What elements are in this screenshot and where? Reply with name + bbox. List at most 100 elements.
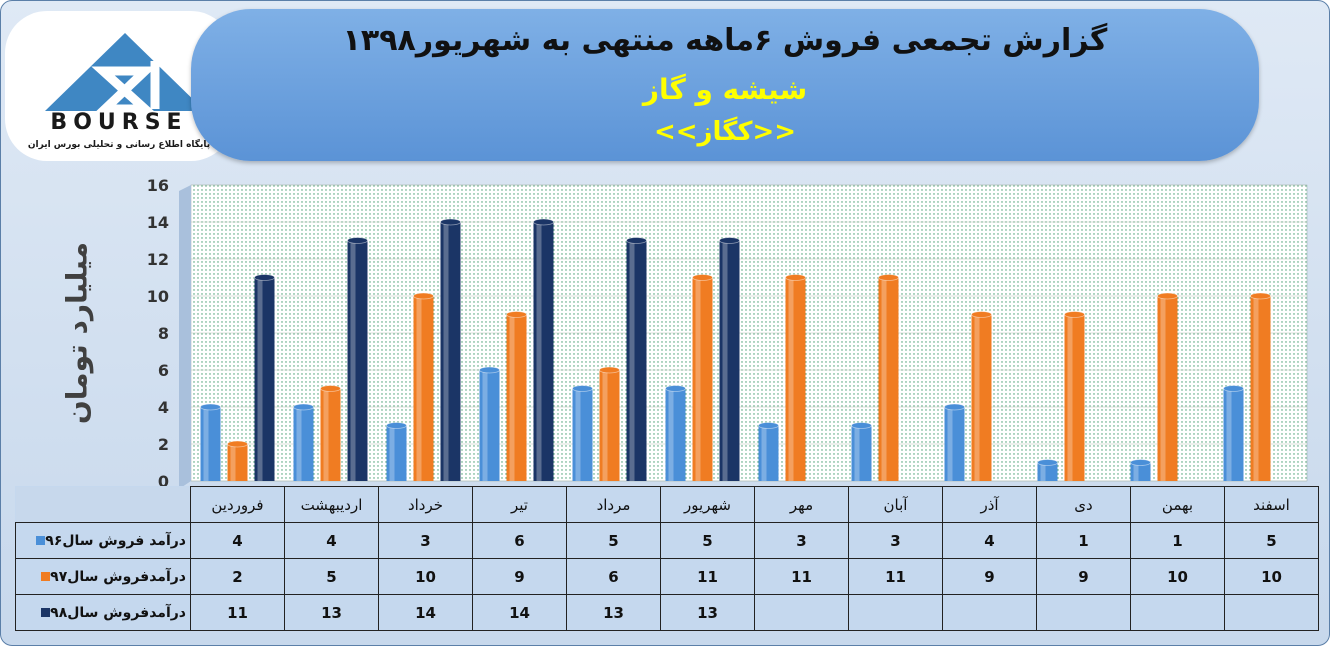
table-cell: 11: [848, 558, 943, 595]
table-cell: 11: [754, 558, 849, 595]
bar: [1223, 385, 1244, 481]
table-cell: 3: [378, 522, 473, 559]
x-tick-label: خرداد: [378, 486, 473, 523]
table-cell: 9: [1036, 558, 1131, 595]
table-cell: 9: [942, 558, 1037, 595]
bar: [572, 385, 593, 481]
table-cell: 3: [754, 522, 849, 559]
y-tick-label: 12: [147, 250, 169, 269]
table-cell: 4: [190, 522, 285, 559]
legend-entry: درآمد فروش سال۹۶: [15, 522, 191, 559]
bar: [293, 403, 314, 481]
table-cell: 14: [378, 594, 473, 631]
table-cell: [1036, 594, 1131, 631]
y-tick-label: 0: [158, 472, 169, 491]
table-cell: [848, 594, 943, 631]
table-cell: 10: [1130, 558, 1225, 595]
table-cell: [1130, 594, 1225, 631]
bar: [758, 422, 779, 481]
bar: [599, 366, 620, 481]
bar: [1157, 292, 1178, 481]
table-cell: 5: [660, 522, 755, 559]
table-cell: [942, 594, 1037, 631]
bar: [227, 440, 248, 481]
y-tick-label: 6: [158, 361, 169, 380]
y-tick-label: 16: [147, 176, 169, 195]
svg-text:BOURSE: BOURSE: [50, 110, 187, 135]
table-corner: [15, 486, 191, 523]
table-header-row: فروردین اردیبهشت خرداد تیر مرداد شهریور مهر آبا…: [15, 486, 1319, 523]
bar: [320, 385, 341, 481]
x-tick-label: اردیبهشت: [284, 486, 379, 523]
y-tick-label: 4: [158, 398, 169, 417]
legend-entry: درآمدفروش سال۹۸: [15, 594, 191, 631]
table-cell: 11: [660, 558, 755, 595]
table-cell: 1: [1036, 522, 1131, 559]
bar: [413, 292, 434, 481]
data-table: فروردین اردیبهشت خرداد تیر مرداد شهریور مهر آبا…: [15, 486, 1319, 631]
svg-text:پایگاه اطلاع رسانی و تحلیلی بو: پایگاه اطلاع رسانی و تحلیلی بورس ایران: [28, 138, 210, 150]
x-tick-label: آبان: [848, 486, 943, 523]
x-tick-label: تیر: [472, 486, 567, 523]
x-tick-label: اسفند: [1224, 486, 1319, 523]
bar: [1037, 459, 1058, 481]
x-tick-label: مرداد: [566, 486, 661, 523]
bar: [386, 422, 407, 481]
table-cell: [754, 594, 849, 631]
table-row: درآمدفروش سال۹۸ 11 13 14 14 13 13: [15, 594, 1319, 631]
y-tick-label: 14: [147, 213, 169, 232]
bar: [533, 218, 554, 481]
table-cell: 13: [660, 594, 755, 631]
table-cell: [1224, 594, 1319, 631]
table-cell: 1: [1130, 522, 1225, 559]
legend-entry: درآمدفروش سال۹۷: [15, 558, 191, 595]
bourse-logo-icon: BOURSE پایگاه اطلاع رسانی و تحلیلی بورس …: [28, 33, 210, 150]
table-cell: 6: [566, 558, 661, 595]
bar: [1064, 311, 1085, 481]
bar: [200, 403, 221, 481]
title-banner: گزارش تجمعی فروش ۶ماهه منتهی به شهریور۱۳…: [191, 9, 1259, 161]
x-tick-label: شهریور: [660, 486, 755, 523]
legend-label: درآمدفروش سال۹۸: [50, 604, 186, 621]
y-tick-label: 2: [158, 435, 169, 454]
legend-swatch: [41, 608, 51, 617]
table-cell: 10: [1224, 558, 1319, 595]
x-tick-label: بهمن: [1130, 486, 1225, 523]
table-cell: 5: [1224, 522, 1319, 559]
chart-title: گزارش تجمعی فروش ۶ماهه منتهی به شهریور۱۳…: [342, 23, 1108, 58]
bar: [626, 237, 647, 481]
ticker-symbol: <<کگاز>>: [653, 117, 797, 147]
table-cell: 5: [566, 522, 661, 559]
bar: [719, 237, 740, 481]
bar: [254, 274, 275, 481]
table-cell: 2: [190, 558, 285, 595]
legend-label: درآمدفروش سال۹۷: [50, 568, 186, 585]
bar: [878, 274, 899, 481]
table-cell: 6: [472, 522, 567, 559]
table-cell: 3: [848, 522, 943, 559]
back-wall: [179, 185, 191, 489]
bar: [785, 274, 806, 481]
table-row: درآمدفروش سال۹۷ 2 5 10 9 6 11 11 11 9 9 10 10: [15, 558, 1319, 595]
bar: [665, 385, 686, 481]
bar: [440, 218, 461, 481]
y-tick-label: 8: [158, 324, 169, 343]
table-cell: 9: [472, 558, 567, 595]
x-tick-label: دی: [1036, 486, 1131, 523]
bar: [347, 237, 368, 481]
chart-subtitle: شیشه و گاز: [642, 73, 808, 106]
x-tick-label: آذر: [942, 486, 1037, 523]
bar: [851, 422, 872, 481]
bar: [971, 311, 992, 481]
table-row: درآمد فروش سال۹۶ 4 4 3 6 5 5 3 3 4 1 1 5: [15, 522, 1319, 559]
table-cell: 11: [190, 594, 285, 631]
table-cell: 4: [284, 522, 379, 559]
bar: [944, 403, 965, 481]
table-cell: 4: [942, 522, 1037, 559]
table-cell: 14: [472, 594, 567, 631]
legend-swatch: [36, 536, 46, 545]
bar: [1250, 292, 1271, 481]
legend-label: درآمد فروش سال۹۶: [45, 532, 186, 549]
bar: [1130, 459, 1151, 481]
